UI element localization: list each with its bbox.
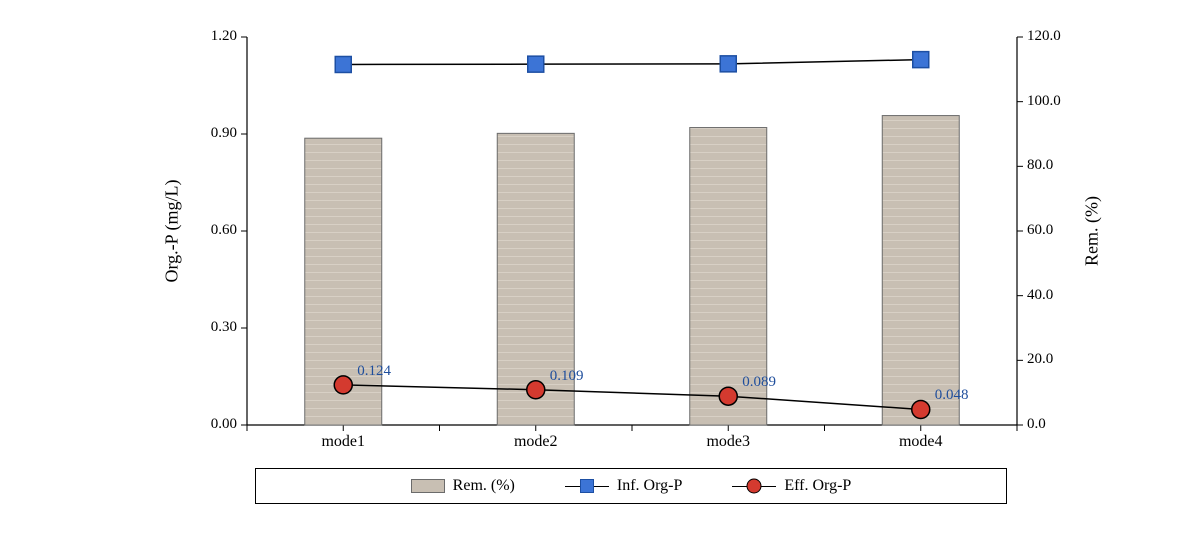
- data-label: 0.048: [935, 387, 969, 404]
- category-label: mode1: [293, 433, 393, 451]
- y-right-tick-label: 60.0: [1027, 222, 1053, 239]
- y-right-tick-label: 120.0: [1027, 28, 1061, 45]
- y-left-tick-label: 1.20: [177, 28, 237, 45]
- legend-item-inf: Inf. Org-P: [565, 477, 682, 495]
- legend-label: Eff. Org-P: [784, 477, 851, 495]
- category-label: mode2: [486, 433, 586, 451]
- y-right-tick-label: 40.0: [1027, 287, 1053, 304]
- data-label: 0.124: [357, 363, 391, 380]
- y-left-tick-label: 0.30: [177, 319, 237, 336]
- y-left-tick-label: 0.60: [177, 222, 237, 239]
- category-label: mode3: [678, 433, 778, 451]
- legend-label: Rem. (%): [453, 477, 515, 495]
- data-label: 0.089: [742, 374, 776, 391]
- legend-swatch-bar: [411, 479, 445, 493]
- y-axis-right-label: Rem. (%): [1082, 196, 1103, 266]
- legend-item-eff: Eff. Org-P: [732, 477, 851, 495]
- legend: Rem. (%) Inf. Org-P Eff. Org-P: [255, 468, 1007, 504]
- y-left-tick-label: 0.90: [177, 125, 237, 142]
- chart-combo: Org.-P (mg/L) Rem. (%) Rem. (%) Inf. Org…: [0, 0, 1190, 547]
- legend-marker-square: [565, 478, 609, 494]
- data-label: 0.109: [550, 368, 584, 385]
- category-label: mode4: [871, 433, 971, 451]
- legend-marker-circle: [732, 478, 776, 494]
- y-left-tick-label: 0.00: [177, 416, 237, 433]
- y-right-tick-label: 80.0: [1027, 157, 1053, 174]
- legend-item-rem: Rem. (%): [411, 477, 515, 495]
- y-right-tick-label: 20.0: [1027, 351, 1053, 368]
- legend-label: Inf. Org-P: [617, 477, 682, 495]
- y-right-tick-label: 0.0: [1027, 416, 1046, 433]
- y-right-tick-label: 100.0: [1027, 93, 1061, 110]
